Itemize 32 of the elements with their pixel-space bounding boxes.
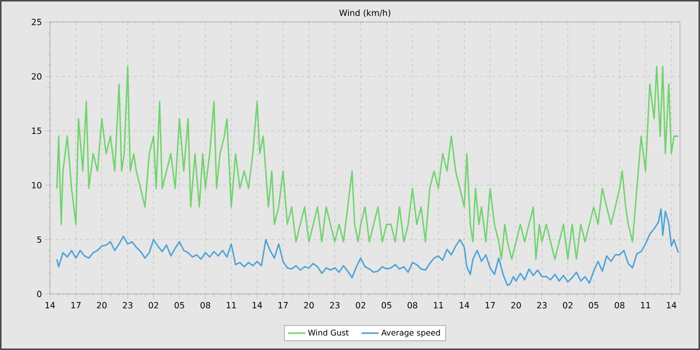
x-tick-label: 20 [304, 302, 314, 308]
x-tick-label: 08 [408, 302, 418, 308]
x-tick-label: 11 [641, 302, 650, 308]
y-tick-label: 0 [37, 290, 42, 298]
x-tick-label: 14 [252, 302, 262, 308]
x-tick-label: 02 [148, 302, 158, 308]
x-tick-label: 20 [97, 302, 107, 308]
x-tick-label: 05 [174, 302, 184, 308]
x-tick-label: 14 [46, 302, 55, 308]
y-tick-label: 20 [32, 73, 42, 80]
x-tick-label: 02 [562, 302, 572, 308]
x-tick-label: 08 [200, 302, 210, 308]
x-tick-label: 08 [614, 302, 624, 308]
x-tick-label: 02 [356, 302, 366, 308]
x-tick-label: 11 [434, 302, 443, 308]
chart-title: Wind (km/h) [339, 9, 390, 17]
x-tick-label: 23 [537, 302, 547, 308]
x-tick-label: 14 [666, 302, 676, 308]
x-tick-label: 23 [330, 302, 340, 308]
x-tick-label: 23 [122, 302, 132, 308]
x-tick-label: 05 [382, 302, 392, 308]
x-tick-label: 17 [71, 302, 81, 308]
y-tick-label: 25 [32, 18, 42, 26]
x-tick-label: 17 [486, 302, 495, 308]
y-tick-label: 10 [32, 182, 42, 188]
x-tick-label: 17 [278, 302, 288, 308]
x-tick-label: 11 [226, 302, 236, 308]
x-tick-label: 14 [460, 302, 470, 308]
y-tick-label: 5 [37, 236, 42, 243]
x-tick-label: 20 [511, 302, 521, 308]
y-tick-label: 15 [32, 128, 42, 134]
x-tick-label: 05 [588, 302, 598, 308]
